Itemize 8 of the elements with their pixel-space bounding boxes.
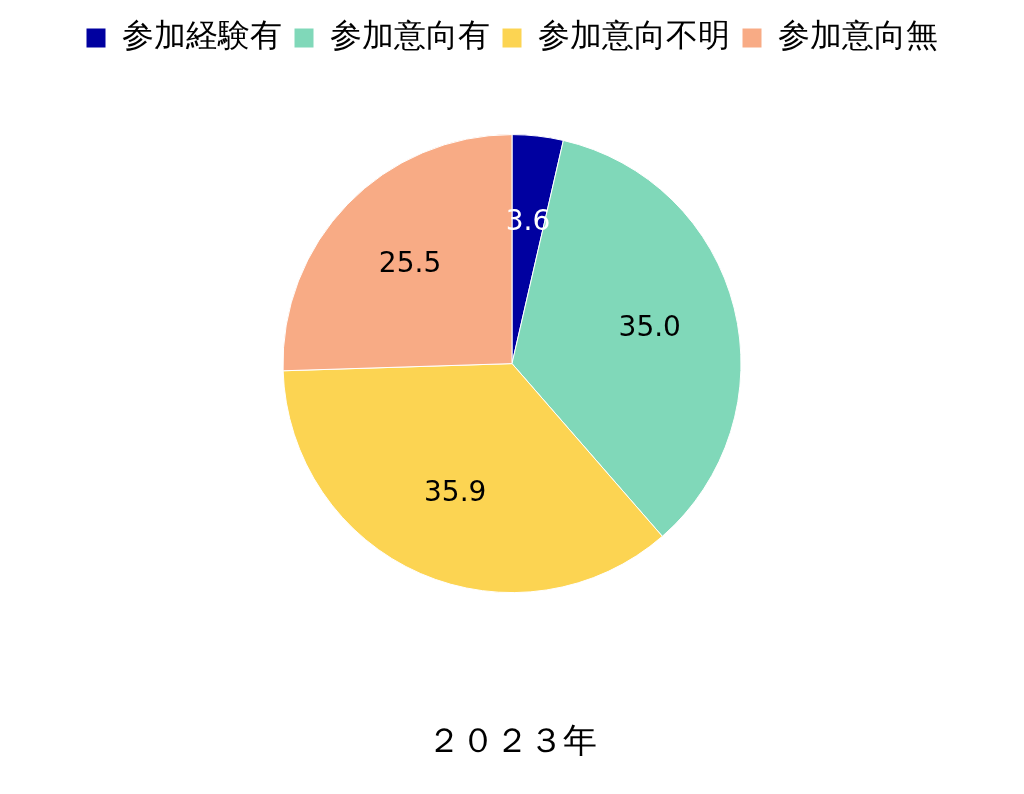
legend-label: 参加経験有 <box>122 16 282 55</box>
legend-label: 参加意向有 <box>330 16 490 55</box>
legend-label: 参加意向無 <box>778 16 938 55</box>
data-label: 35.0 <box>618 310 681 344</box>
legend-label: 参加意向不明 <box>538 16 730 55</box>
text: ２０２３年 <box>427 720 597 761</box>
data-label: 25.5 <box>378 246 442 280</box>
data-label: 35.9 <box>424 475 487 509</box>
